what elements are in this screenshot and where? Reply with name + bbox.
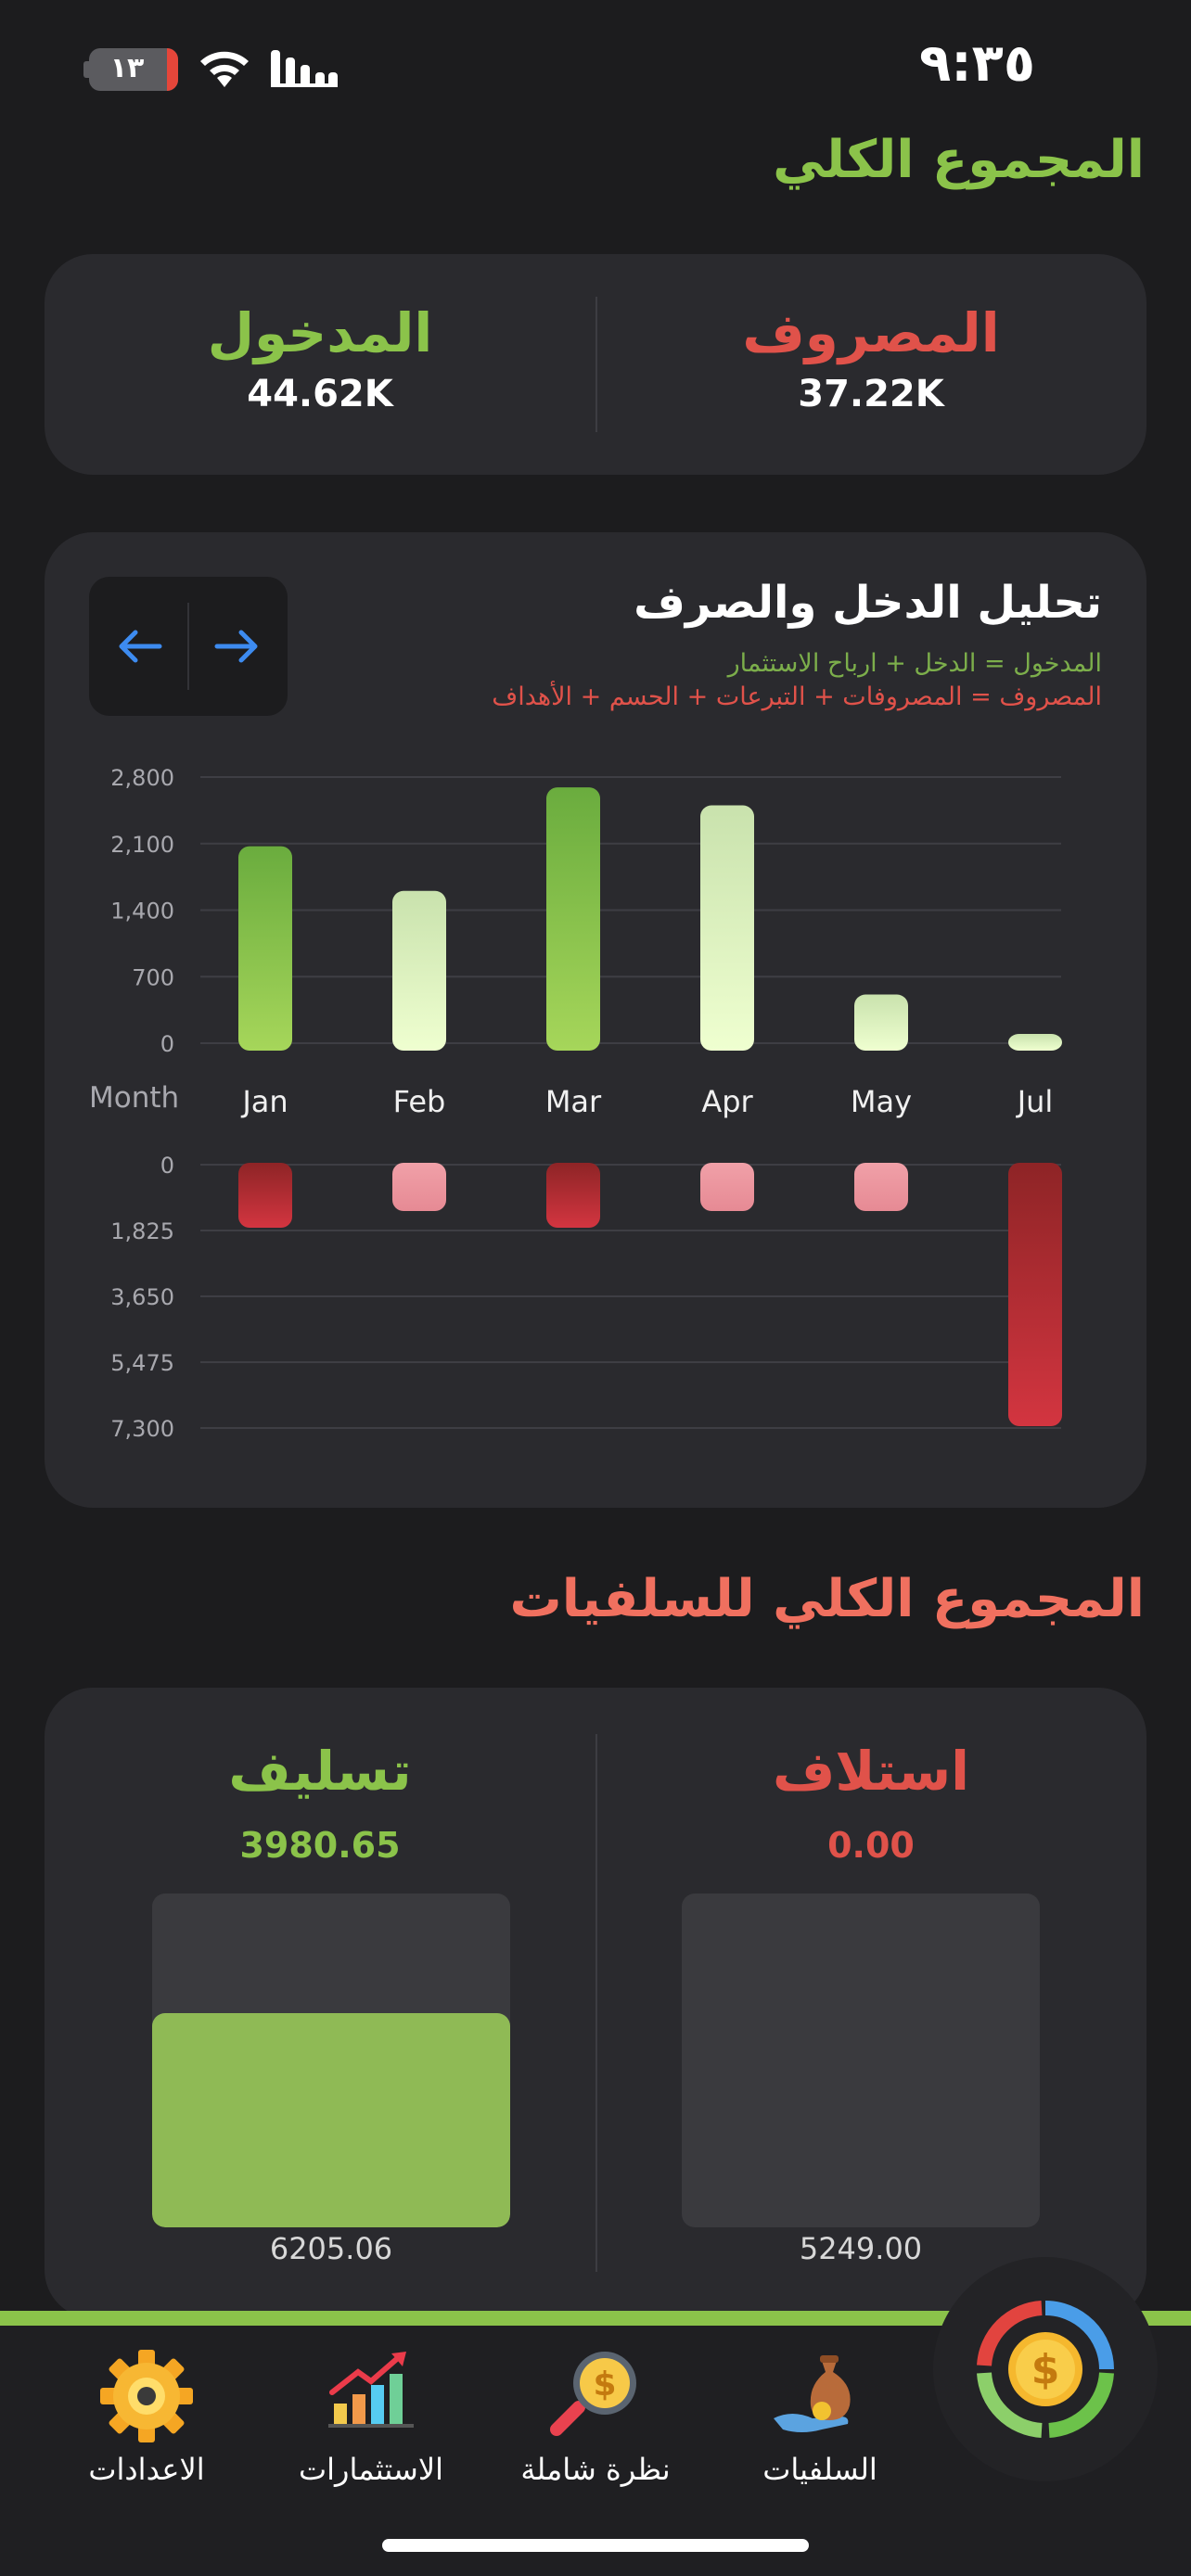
borrow-progress-bar [682,1894,1040,2227]
income-bar[interactable] [1008,1034,1062,1051]
tab-investments-label: الاستثمارات [299,2452,443,2487]
borrow-total: 5249.00 [799,2231,923,2266]
tabbar-accent-line [0,2311,1191,2326]
advances-title: المجموع الكلي للسلفيات [509,1569,1145,1629]
income-value: 44.62K [247,373,393,415]
svg-text:$: $ [593,2366,616,2404]
lend-total: 6205.06 [269,2231,393,2266]
tab-overview-label: نظرة شاملة [520,2452,671,2487]
income-bar[interactable] [546,787,600,1051]
bottom-y-tick: 0 [160,1153,174,1179]
tab-overview[interactable]: $ نظرة شاملة [484,2344,707,2493]
signal-icon [271,50,338,87]
income-expense-chart: 0 700 1,400 2,100 2,800 0 1,825 3,650 5,475 7,300… [89,765,1062,1442]
page-title: المجموع الكلي [773,130,1145,190]
x-tick-label: Feb [393,1084,446,1119]
lend-value: 3980.65 [239,1825,401,1866]
legend-income: المدخول = الدخل + ارباح الاستثمار [727,649,1102,678]
top-y-tick: 700 [132,964,174,990]
x-tick-label: Jan [240,1084,288,1119]
x-tick-label: Mar [545,1084,602,1119]
magnifier-dollar-icon: $ [550,2352,636,2436]
month-navigator [89,577,288,716]
navigator-divider [187,603,189,690]
tab-investments[interactable]: الاستثمارات [260,2344,482,2493]
income-expense-chart-card: تحليل الدخل والصرف المدخول = الدخل + ارب… [45,532,1146,1508]
tab-advances-label: السلفيات [762,2452,877,2487]
arrow-left-icon[interactable] [108,614,173,679]
bar-chart-arrow-icon [328,2352,414,2428]
x-tick-label: Jul [1016,1084,1054,1119]
tab-settings-label: الاعدادات [88,2452,205,2487]
expense-bar[interactable] [854,1163,908,1211]
lend-progress-fill [152,2013,510,2227]
top-y-tick: 1,400 [110,899,174,925]
income-bar[interactable] [854,994,908,1051]
income-bar[interactable] [238,846,292,1051]
wifi-icon [200,51,249,87]
income-label: المدخول [207,301,433,364]
battery-nub [83,61,89,78]
x-tick-label: May [851,1084,912,1119]
expense-value: 37.22K [798,373,944,415]
borrow-column: استلاف 0.00 [596,1734,1146,1866]
bottom-y-tick: 3,650 [110,1284,174,1310]
income-summary: المدخول 44.62K [45,300,596,415]
expense-summary: المصروف 37.22K [596,300,1146,415]
x-axis-label: Month [89,1081,179,1115]
home-indicator [382,2539,809,2552]
advances-card: تسليف 3980.65 6205.06 استلاف 0.00 5249.0… [45,1688,1146,2318]
money-bag-hand-icon [774,2355,851,2432]
battery-icon: ١٣ [89,48,178,91]
expense-label: المصروف [742,301,1000,364]
arrow-right-icon[interactable] [204,614,269,679]
expense-bar[interactable] [238,1163,292,1229]
legend-expense: المصروف = المصروفات + التبرعات + الحسم +… [492,682,1102,711]
borrow-value: 0.00 [827,1825,915,1866]
top-y-tick: 2,100 [110,832,174,858]
borrow-label: استلاف [772,1740,969,1803]
chart-title: تحليل الدخل والصرف [634,577,1102,629]
bottom-y-tick: 5,475 [110,1350,174,1376]
advances-divider [596,1734,597,2272]
top-y-tick: 2,800 [110,765,174,791]
income-bar[interactable] [392,890,446,1051]
summary-divider [596,297,597,432]
svg-text:$: $ [1031,2346,1060,2393]
lend-progress-bar [152,1894,510,2227]
dollar-donut-icon: $ [977,2301,1114,2438]
fab-button[interactable]: $ [933,2257,1158,2481]
lend-column: تسليف 3980.65 [45,1734,596,1866]
expense-bar[interactable] [392,1163,446,1211]
income-bar[interactable] [700,805,754,1051]
x-tick-label: Apr [701,1084,753,1119]
status-time: ٩:٣٥ [919,33,1035,94]
bottom-y-tick: 7,300 [110,1416,174,1442]
expense-bar[interactable] [1008,1163,1062,1426]
top-y-tick: 0 [160,1031,174,1057]
tab-settings[interactable]: الاعدادات [35,2344,258,2493]
lend-label: تسليف [228,1740,412,1803]
gear-icon [100,2350,193,2442]
status-bar: ١٣ ٩:٣٥ [0,0,1191,139]
bottom-y-tick: 1,825 [110,1218,174,1244]
expense-bar[interactable] [700,1163,754,1211]
tab-advances[interactable]: السلفيات [709,2344,931,2493]
summary-card: المدخول 44.62K المصروف 37.22K [45,254,1146,475]
expense-bar[interactable] [546,1163,600,1229]
battery-level: ١٣ [109,52,145,84]
